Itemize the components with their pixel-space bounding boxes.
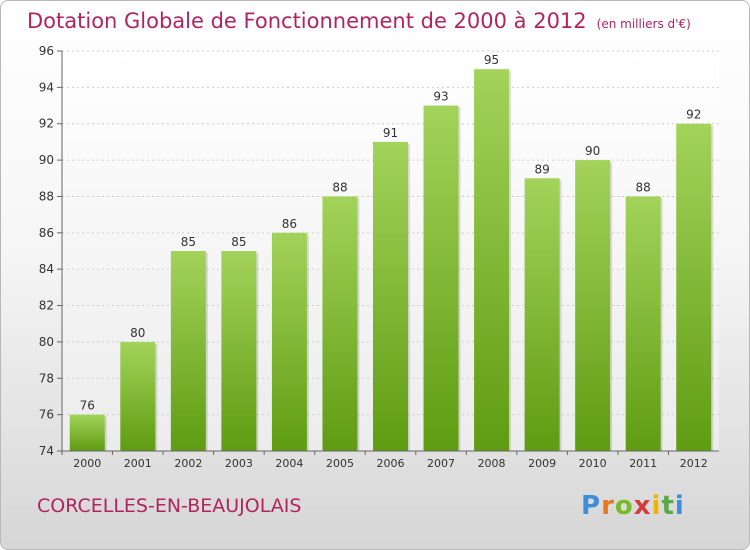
y-tick-label: 94 (39, 80, 54, 94)
y-tick-label: 86 (39, 226, 54, 240)
bar (524, 178, 560, 452)
y-tick-label: 92 (39, 117, 54, 131)
bars (69, 69, 714, 452)
y-tick-label: 74 (39, 444, 54, 458)
proxiti-logo: Proxiti (581, 491, 685, 521)
logo-letter: t (661, 491, 675, 521)
logo-letter: i (651, 491, 662, 521)
data-label: 88 (332, 180, 347, 194)
x-tick-labels: 2000 2001 2002 2003 2004 2005 2006 2007 2008 2009… (73, 457, 707, 470)
bar (373, 141, 408, 451)
y-tick-label: 96 (39, 44, 54, 58)
data-label: 89 (534, 162, 549, 176)
bar (69, 414, 105, 451)
x-tick-label: 2006 (377, 457, 405, 470)
x-tick-label: 2012 (680, 457, 708, 470)
bar (625, 196, 661, 451)
commune-name: CORCELLES-EN-BEAUJOLAIS (37, 495, 302, 517)
chart-unit: (en milliers d'€) (596, 17, 691, 31)
data-label: 91 (383, 126, 398, 140)
y-tick-label: 88 (39, 189, 54, 203)
chart-title: Dotation Globale de Fonctionnement de 20… (27, 9, 691, 33)
x-tick-label: 2005 (326, 457, 354, 470)
logo-letter: r (601, 491, 615, 521)
data-label: 92 (686, 108, 701, 122)
data-label: 90 (585, 144, 600, 158)
x-tick-label: 2007 (427, 457, 455, 470)
x-tick-label: 2000 (73, 457, 101, 470)
x-tick-label: 2010 (579, 457, 607, 470)
logo-letter: i (674, 491, 685, 521)
data-label: 85 (181, 235, 196, 249)
bar (575, 160, 611, 451)
y-tick-label: 84 (39, 262, 54, 276)
x-tick-label: 2004 (275, 457, 303, 470)
logo-letter: P (581, 491, 602, 521)
data-label: 95 (484, 53, 499, 67)
logo-letter: x (633, 491, 652, 521)
y-tick-labels: 74 76 78 80 82 84 86 88 90 92 94 96 (39, 44, 54, 458)
y-tick-label: 78 (39, 371, 54, 385)
data-label: 86 (282, 217, 297, 231)
data-label: 76 (80, 399, 95, 413)
bar (676, 123, 712, 452)
x-tick-label: 2008 (478, 457, 506, 470)
x-tick-label: 2003 (225, 457, 253, 470)
y-tick-label: 90 (39, 153, 54, 167)
y-tick-label: 82 (39, 299, 54, 313)
grid-lines (57, 50, 719, 455)
data-labels: 76 80 85 85 86 88 91 93 95 89 90 88 92 (80, 53, 702, 412)
y-tick-label: 80 (39, 335, 54, 349)
y-tick-label: 76 (39, 408, 54, 422)
x-tick-label: 2001 (124, 457, 152, 470)
bar (120, 341, 156, 451)
bar (221, 251, 257, 451)
bar (474, 69, 510, 451)
bar (322, 196, 358, 451)
bar (271, 232, 307, 451)
x-tick-label: 2002 (174, 457, 202, 470)
data-label: 93 (433, 90, 448, 104)
x-tick-label: 2009 (528, 457, 556, 470)
bar (423, 105, 459, 451)
axes (61, 51, 719, 452)
chart-title-text: Dotation Globale de Fonctionnement de 20… (27, 9, 587, 33)
data-label: 85 (231, 235, 246, 249)
logo-letter: o (614, 491, 634, 521)
x-tick-label: 2011 (629, 457, 657, 470)
bar (170, 251, 206, 451)
data-label: 80 (130, 326, 145, 340)
data-label: 88 (636, 180, 651, 194)
